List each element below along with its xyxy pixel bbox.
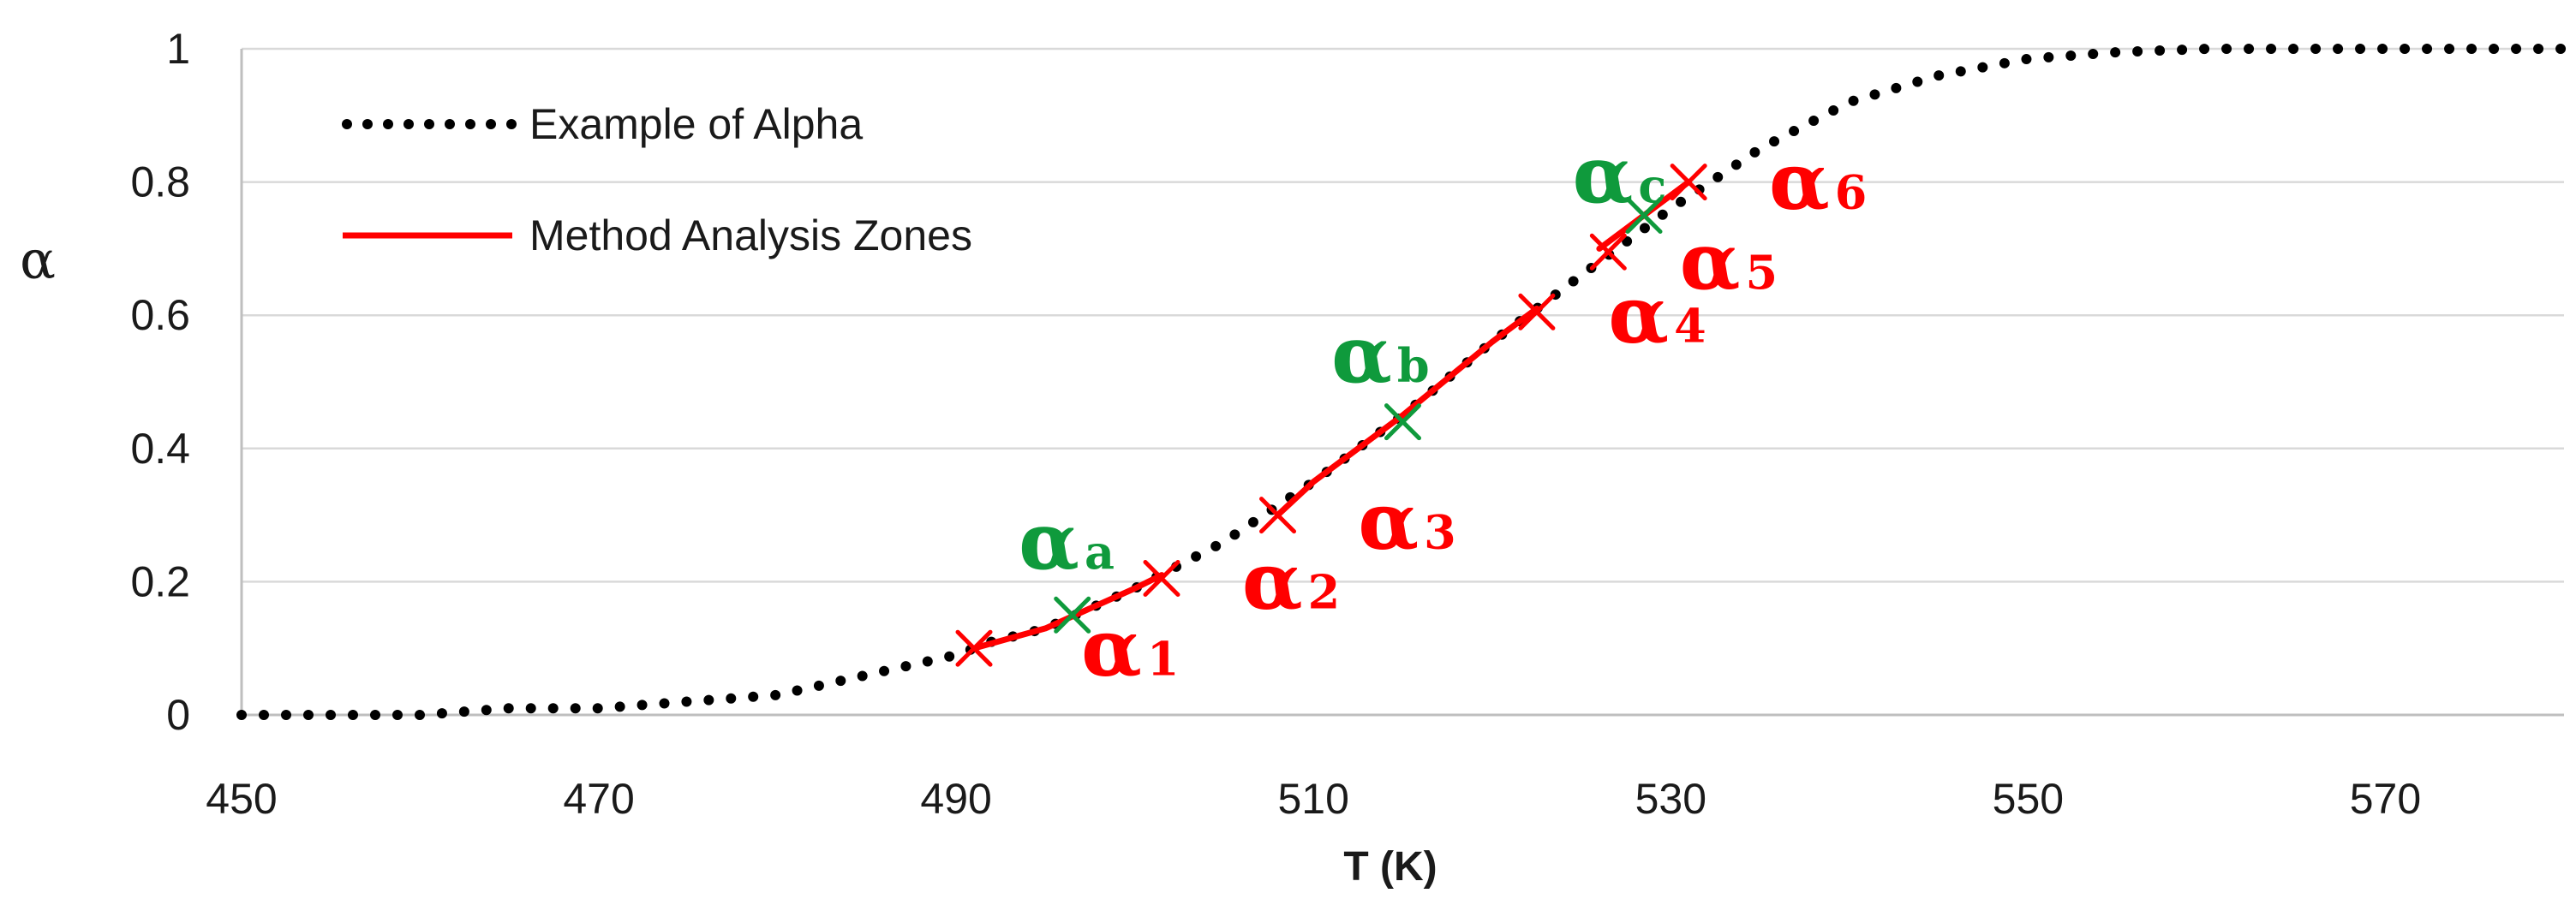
y-axis-label: α — [20, 229, 56, 291]
annotation-markers — [955, 164, 1707, 667]
label-alpha-3-sub: 3 — [1424, 505, 1456, 560]
legend-dot-5 — [445, 119, 455, 129]
label-alpha-6-sub: 6 — [1835, 165, 1868, 220]
marker-alpha-2 — [1143, 560, 1180, 598]
label-alpha-4-base: α — [1608, 268, 1669, 360]
legend-label-method-analysis-zones: Method Analysis Zones — [529, 211, 972, 259]
marker-alpha-b — [1384, 403, 1421, 441]
annotation-labels: α 1α 2α 3α 4α 5α 6α aα bα c — [1019, 128, 1867, 694]
x-tick-label-3: 510 — [1278, 775, 1349, 823]
label-alpha-a-base: α — [1019, 495, 1079, 587]
x-tick-label-2: 490 — [920, 775, 991, 823]
marker-alpha-a — [1054, 596, 1091, 634]
legend-item-method-analysis-zones: Method Analysis Zones — [343, 211, 972, 259]
legend-item-example-of-alpha: Example of Alpha — [342, 100, 863, 148]
marker-alpha-5 — [1589, 233, 1627, 271]
analysis-zone-segment-2 — [1275, 305, 1540, 519]
label-alpha-6-base: α — [1769, 135, 1830, 228]
x-tick-label-0: 450 — [206, 775, 277, 823]
legend-dot-0 — [342, 119, 352, 129]
y-tick-label-2: 0.4 — [130, 425, 190, 473]
label-alpha-b-base: α — [1331, 308, 1392, 401]
legend-dot-6 — [465, 119, 475, 129]
label-alpha-3-base: α — [1358, 475, 1419, 568]
x-tick-label-1: 470 — [563, 775, 634, 823]
legend-dot-2 — [383, 119, 393, 129]
label-alpha-1-base: α — [1081, 601, 1142, 694]
legend-dot-4 — [424, 119, 434, 129]
legend-dot-1 — [362, 119, 373, 129]
label-alpha-1-sub: 1 — [1147, 631, 1180, 686]
marker-alpha-1 — [955, 629, 993, 667]
legend-dot-8 — [506, 119, 517, 129]
label-alpha-5-sub: 5 — [1746, 245, 1778, 300]
y-tick-label-1: 0.2 — [130, 557, 190, 605]
y-tick-label-3: 0.6 — [130, 291, 190, 339]
axes — [240, 49, 2564, 717]
x-tick-label-4: 530 — [1635, 775, 1706, 823]
analysis-zone-segment-1 — [971, 572, 1165, 652]
legend-dot-7 — [486, 119, 496, 129]
label-alpha-b-sub: b — [1397, 338, 1430, 393]
label-alpha-4-sub: 4 — [1674, 298, 1706, 353]
label-alpha-a-sub: a — [1085, 525, 1115, 580]
y-tick-label-5: 1 — [166, 25, 190, 73]
marker-alpha-3 — [1259, 497, 1297, 534]
series-line-example-of-alpha — [236, 44, 2569, 720]
legend-swatch-dotted — [342, 119, 517, 129]
legend-dot-3 — [403, 119, 414, 129]
label-alpha-5-base: α — [1680, 215, 1741, 307]
label-alpha-2-base: α — [1242, 535, 1303, 628]
tick-labels: 0 0.2 0.4 0.6 0.8 1 450 470 490 510 530 550 570 — [130, 25, 2421, 823]
legend: Example of Alpha Method Analysis Zones — [342, 100, 972, 259]
label-alpha-c-base: α — [1573, 128, 1634, 221]
label-alpha-2-sub: 2 — [1308, 565, 1341, 620]
marker-alpha-c — [1625, 197, 1663, 234]
x-tick-label-6: 570 — [2350, 775, 2421, 823]
series-example-of-alpha — [236, 44, 2569, 720]
label-alpha-c-sub: c — [1638, 158, 1666, 213]
marker-alpha-4 — [1518, 293, 1556, 330]
x-tick-label-5: 550 — [1993, 775, 2064, 823]
marker-alpha-6 — [1670, 164, 1707, 201]
x-axis-label: T (K) — [1343, 844, 1437, 890]
legend-label-example-of-alpha: Example of Alpha — [529, 100, 863, 148]
y-tick-label-4: 0.8 — [130, 158, 190, 206]
y-tick-label-0: 0 — [166, 691, 190, 739]
gridlines — [242, 47, 2564, 583]
